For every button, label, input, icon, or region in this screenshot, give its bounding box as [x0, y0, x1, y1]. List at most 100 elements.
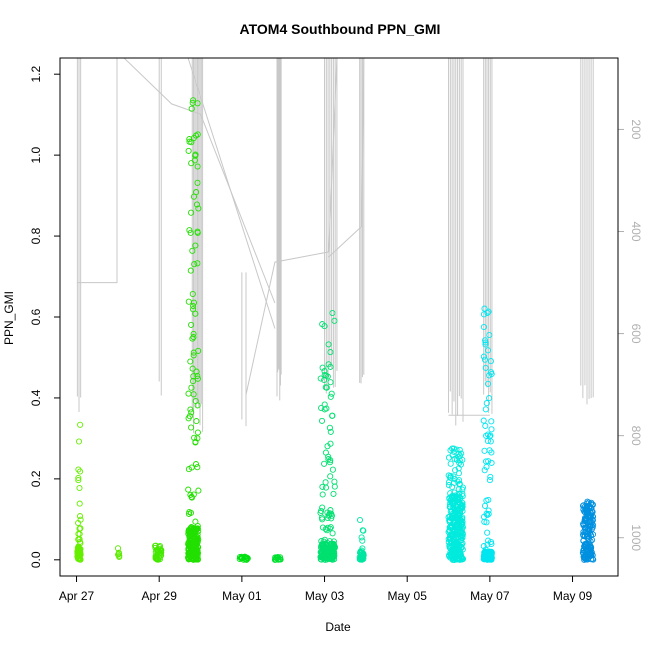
data-point — [318, 417, 326, 424]
scatter-points — [74, 97, 597, 563]
data-point — [77, 545, 84, 553]
data-point — [480, 323, 487, 331]
data-point — [188, 384, 195, 391]
data-point — [193, 418, 200, 425]
x-tick-label: Apr 27 — [59, 589, 95, 603]
data-point — [192, 461, 200, 468]
data-point — [328, 390, 335, 397]
data-point — [587, 509, 594, 516]
data-point — [194, 435, 201, 442]
data-point — [480, 353, 487, 360]
data-point — [75, 477, 82, 484]
data-point — [319, 321, 326, 328]
data-point — [194, 464, 201, 471]
data-point — [194, 525, 201, 532]
data-point — [451, 489, 458, 496]
data-point — [449, 445, 456, 452]
data-point — [75, 438, 83, 445]
data-point — [75, 466, 82, 473]
data-point — [445, 454, 453, 461]
data-point — [359, 527, 366, 534]
x-tick-label: May 07 — [470, 589, 510, 603]
data-point — [326, 541, 333, 548]
data-point — [486, 331, 493, 339]
x-tick-label: May 09 — [553, 589, 593, 603]
depth-link-line — [187, 57, 276, 329]
data-point — [243, 556, 250, 563]
data-point — [451, 536, 458, 543]
data-point — [327, 524, 334, 531]
data-point — [190, 302, 197, 310]
data-point — [358, 547, 365, 554]
data-point — [327, 379, 334, 386]
data-point — [453, 506, 460, 514]
data-point — [185, 298, 192, 305]
data-point — [447, 501, 454, 508]
data-point — [190, 349, 197, 356]
data-point — [187, 267, 194, 274]
data-point — [185, 550, 193, 557]
data-point — [318, 544, 325, 551]
data-point — [115, 551, 122, 558]
data-point — [452, 508, 459, 515]
x-tick-label: May 03 — [305, 589, 345, 603]
data-point — [77, 525, 84, 532]
data-point — [190, 97, 197, 104]
data-point — [319, 543, 326, 550]
data-point — [484, 309, 491, 316]
data-point — [450, 445, 457, 452]
data-point — [322, 484, 330, 491]
data-point — [488, 418, 495, 425]
data-point — [580, 531, 587, 538]
y-tick-label: 0.8 — [29, 227, 43, 244]
data-point — [191, 434, 198, 441]
x-axis-label: Date — [325, 620, 351, 634]
data-point — [325, 341, 332, 348]
data-point — [194, 402, 201, 409]
data-point — [193, 368, 200, 375]
data-point — [589, 517, 596, 524]
data-point — [449, 532, 456, 539]
data-point — [326, 424, 333, 431]
data-point — [482, 337, 489, 344]
data-point — [189, 290, 196, 298]
data-point — [325, 361, 332, 368]
data-point — [318, 550, 325, 557]
data-point — [356, 516, 364, 524]
data-point — [187, 358, 194, 365]
data-point — [456, 515, 463, 522]
data-point — [186, 529, 193, 536]
data-point — [482, 458, 490, 465]
data-point — [76, 500, 83, 507]
data-point — [185, 147, 192, 154]
data-point — [358, 534, 365, 541]
data-point — [187, 406, 194, 413]
data-point — [329, 309, 336, 317]
data-point — [317, 549, 324, 556]
data-point — [579, 502, 587, 509]
data-point — [318, 556, 325, 563]
data-point — [360, 555, 367, 562]
data-point — [192, 151, 199, 158]
data-point — [455, 497, 462, 504]
y-tick-label: 1.0 — [29, 146, 43, 163]
data-point — [458, 534, 465, 542]
data-point — [330, 538, 337, 545]
depth-tick-label: 1000 — [629, 524, 643, 551]
data-point — [77, 540, 84, 547]
data-point — [190, 134, 197, 142]
data-point — [323, 384, 330, 391]
data-point — [188, 105, 195, 112]
data-point — [455, 531, 462, 538]
data-point — [484, 347, 492, 354]
data-point — [194, 372, 201, 380]
data-point — [193, 189, 200, 196]
data-point — [482, 406, 489, 413]
y-axis-label: PPN_GMI — [2, 291, 16, 345]
data-point — [482, 339, 489, 346]
x-tick-label: May 01 — [222, 589, 262, 603]
data-point — [77, 421, 84, 428]
data-point — [155, 547, 162, 554]
data-point — [190, 525, 197, 532]
data-point — [486, 477, 493, 484]
